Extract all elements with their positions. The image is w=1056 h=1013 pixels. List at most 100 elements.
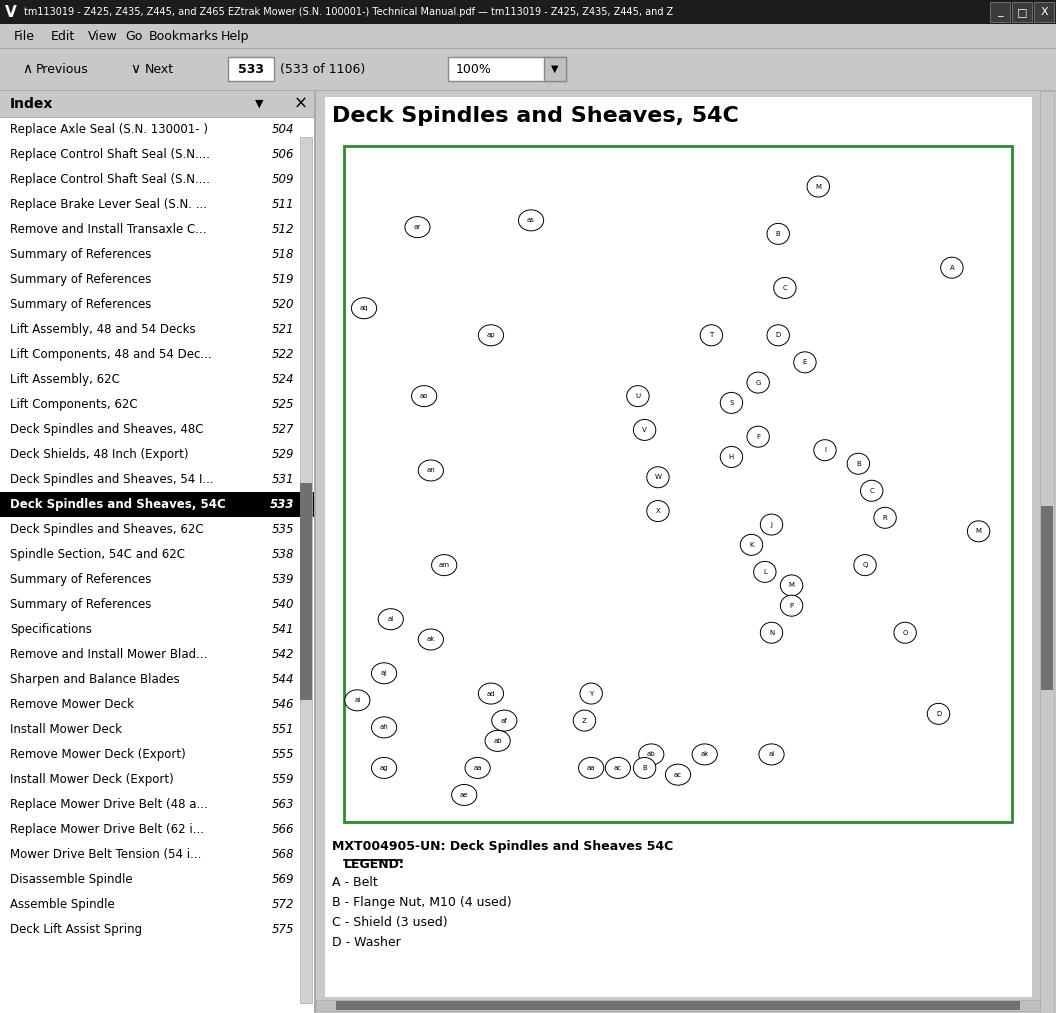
Text: 520: 520 (271, 298, 294, 311)
Bar (1040, 91, 1054, 1013)
Bar (991, 2, 1010, 22)
Text: H: H (729, 454, 734, 460)
Ellipse shape (378, 609, 403, 630)
Text: MXT004905-UN: Deck Spindles and Sheaves 54C: MXT004905-UN: Deck Spindles and Sheaves … (332, 840, 674, 853)
Text: 546: 546 (271, 698, 294, 711)
Text: Replace Mower Drive Belt (62 i...: Replace Mower Drive Belt (62 i... (10, 823, 204, 836)
Ellipse shape (794, 352, 816, 373)
Text: D: D (775, 332, 780, 338)
Text: Index: Index (10, 97, 54, 111)
Text: J: J (771, 522, 773, 528)
Text: (533 of 1106): (533 of 1106) (280, 63, 365, 76)
Ellipse shape (692, 744, 717, 765)
Text: ∨: ∨ (130, 62, 140, 76)
Text: Sharpen and Balance Blades: Sharpen and Balance Blades (10, 673, 180, 686)
Text: Remove Mower Deck: Remove Mower Deck (10, 698, 134, 711)
Ellipse shape (927, 703, 949, 724)
Text: Mower Drive Belt Tension (54 i...: Mower Drive Belt Tension (54 i... (10, 848, 202, 861)
Text: LEGEND:: LEGEND: (344, 858, 404, 871)
Text: Z: Z (582, 717, 587, 723)
Text: Assemble Spindle: Assemble Spindle (10, 898, 115, 911)
Text: O: O (903, 630, 908, 636)
Ellipse shape (580, 683, 602, 704)
Text: Deck Spindles and Sheaves, 54C: Deck Spindles and Sheaves, 54C (332, 106, 739, 126)
Text: 509: 509 (271, 173, 294, 186)
Text: V: V (642, 426, 647, 433)
Ellipse shape (634, 758, 656, 778)
Ellipse shape (747, 426, 770, 447)
Ellipse shape (861, 480, 883, 501)
Text: V: V (5, 4, 17, 19)
Text: B: B (642, 765, 647, 771)
Text: 533: 533 (269, 498, 294, 511)
Bar (300, 483, 312, 700)
Ellipse shape (418, 629, 444, 650)
Text: ×: × (294, 95, 308, 113)
Text: Remove Mower Deck (Export): Remove Mower Deck (Export) (10, 748, 186, 761)
Ellipse shape (478, 683, 504, 704)
Text: al: al (769, 752, 775, 758)
Text: 559: 559 (271, 773, 294, 786)
Text: ao: ao (420, 393, 429, 399)
Text: View: View (89, 29, 118, 43)
Ellipse shape (894, 622, 917, 643)
Bar (1034, 2, 1054, 22)
Bar (300, 137, 312, 1003)
Ellipse shape (780, 596, 803, 616)
Text: ∧: ∧ (22, 62, 32, 76)
Text: 519: 519 (271, 272, 294, 286)
Text: K: K (749, 542, 754, 548)
Text: aa: aa (587, 765, 596, 771)
Text: □: □ (1017, 7, 1027, 17)
Text: 572: 572 (271, 898, 294, 911)
Ellipse shape (478, 325, 504, 345)
Text: Lift Components, 48 and 54 Dec...: Lift Components, 48 and 54 Dec... (10, 348, 211, 361)
Text: P: P (790, 603, 794, 609)
Text: 569: 569 (271, 873, 294, 886)
Text: ac: ac (674, 772, 682, 778)
Text: Lift Assembly, 62C: Lift Assembly, 62C (10, 373, 120, 386)
Text: L: L (762, 569, 767, 575)
Text: 512: 512 (271, 223, 294, 236)
Text: D: D (936, 711, 941, 717)
Text: 527: 527 (271, 423, 294, 436)
Text: Summary of References: Summary of References (10, 248, 151, 261)
Text: al: al (388, 616, 394, 622)
Ellipse shape (854, 555, 876, 575)
Text: C: C (869, 488, 874, 493)
Text: C: C (782, 285, 788, 291)
Text: ▼: ▼ (254, 99, 264, 109)
Bar (448, 57, 566, 81)
Text: R: R (883, 515, 887, 521)
Bar (544, 57, 566, 81)
Text: Replace Control Shaft Seal (S.N....: Replace Control Shaft Seal (S.N.... (10, 173, 210, 186)
Text: Deck Spindles and Sheaves, 54 I...: Deck Spindles and Sheaves, 54 I... (10, 473, 213, 486)
Text: 511: 511 (271, 198, 294, 211)
Ellipse shape (372, 663, 397, 684)
Bar (0, 0, 1056, 24)
Text: Install Mower Deck (Export): Install Mower Deck (Export) (10, 773, 174, 786)
Ellipse shape (740, 534, 762, 555)
Text: Go: Go (126, 29, 143, 43)
Bar (316, 91, 1040, 1013)
Text: Deck Spindles and Sheaves, 54C: Deck Spindles and Sheaves, 54C (10, 498, 226, 511)
Text: Lift Assembly, 48 and 54 Decks: Lift Assembly, 48 and 54 Decks (10, 323, 195, 336)
Ellipse shape (780, 575, 803, 596)
Ellipse shape (767, 325, 790, 345)
Ellipse shape (967, 521, 989, 542)
Bar (0, 24, 1056, 48)
Ellipse shape (518, 210, 544, 231)
Text: Bookmarks: Bookmarks (149, 29, 219, 43)
Ellipse shape (372, 758, 397, 778)
Text: an: an (427, 467, 435, 473)
Text: Deck Shields, 48 Inch (Export): Deck Shields, 48 Inch (Export) (10, 448, 189, 461)
Text: ah: ah (380, 724, 389, 730)
Ellipse shape (418, 460, 444, 481)
Text: 566: 566 (271, 823, 294, 836)
Text: Specifications: Specifications (10, 623, 92, 636)
Text: Summary of References: Summary of References (10, 573, 151, 586)
Ellipse shape (352, 298, 377, 319)
Ellipse shape (941, 257, 963, 279)
Bar (0, 492, 314, 517)
Text: Summary of References: Summary of References (10, 298, 151, 311)
